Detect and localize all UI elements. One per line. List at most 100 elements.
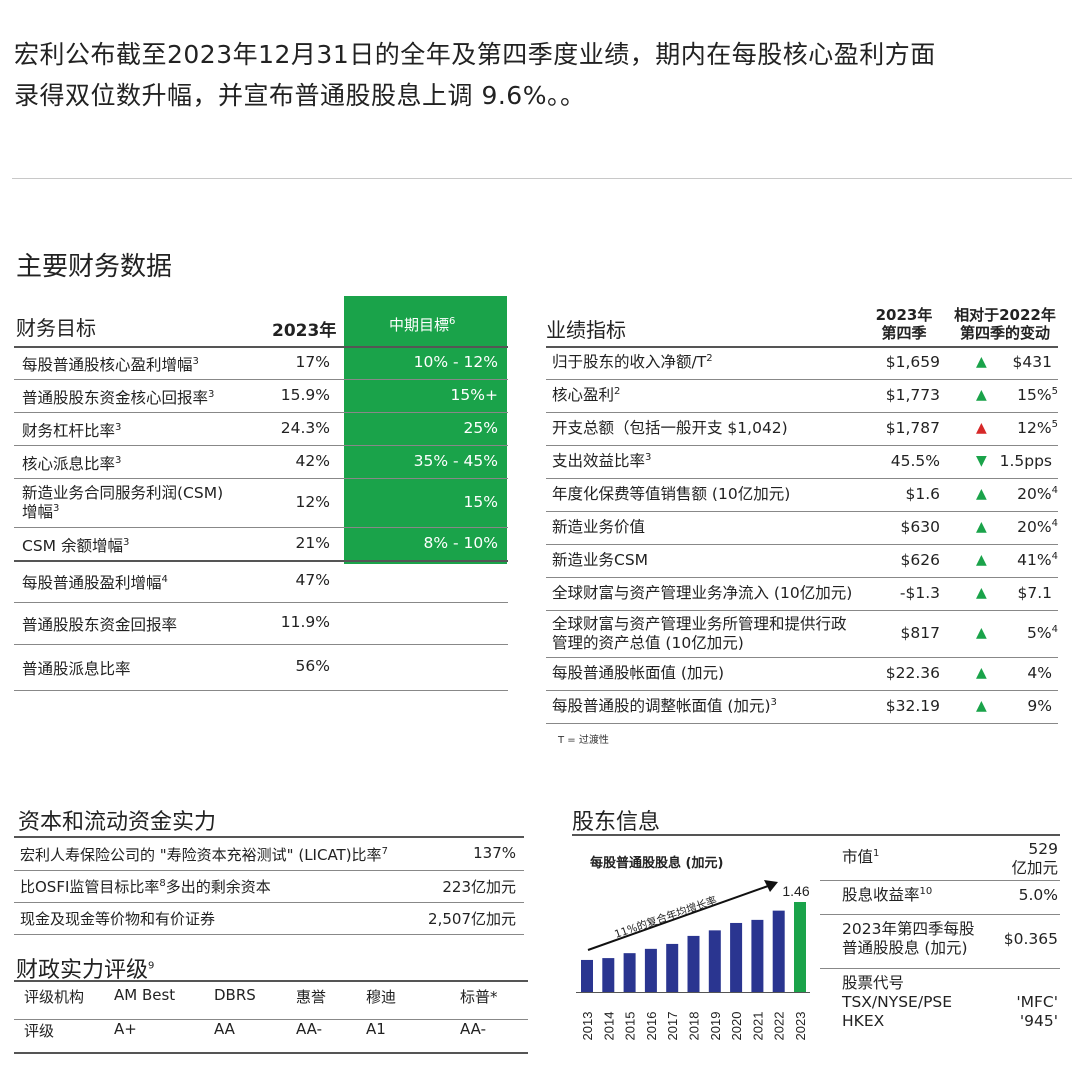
performance-row: 新造业务CSM $626 ▲ 41%4 bbox=[546, 544, 1058, 578]
x-tick-label: 2022 bbox=[772, 1012, 787, 1041]
target-value: 8% - 10% bbox=[423, 533, 499, 552]
capital-row: 比OSFI监管目标比率8多出的剩余资本 223亿加元 bbox=[14, 870, 524, 903]
chart-bar bbox=[602, 958, 615, 992]
year-value: 12% bbox=[295, 492, 330, 511]
x-tick-label: 2014 bbox=[601, 1012, 616, 1041]
row-label: 新造业务价值 bbox=[552, 517, 646, 536]
quarter-value: -$1.3 bbox=[899, 583, 940, 602]
financial-target-row: 普通股股东资金回报率 11.9% bbox=[14, 602, 508, 645]
arrow-down-icon: ▼ bbox=[976, 452, 987, 469]
performance-row: 全球财富与资产管理业务净流入 (10亿加元) -$1.3 ▲ $7.1 bbox=[546, 577, 1058, 611]
row-label: 核心派息比率3 bbox=[22, 454, 122, 473]
rating-cell: A1 bbox=[366, 1020, 386, 1038]
row-label: 归于股东的收入净额/T2 bbox=[552, 352, 713, 371]
financial-target-row: 每股普通股盈利增幅4 47% bbox=[14, 560, 508, 603]
quarter-value: $626 bbox=[900, 550, 940, 569]
arrow-up-icon: ▲ bbox=[976, 485, 987, 502]
x-tick-label: 2020 bbox=[729, 1012, 744, 1041]
arrow-up-icon: ▲ bbox=[976, 664, 987, 681]
row-label: 每股普通股帐面值 (加元) bbox=[552, 663, 725, 682]
change-value: 15%5 bbox=[1017, 385, 1058, 404]
chart-bar bbox=[581, 959, 593, 992]
target-value: 15%+ bbox=[450, 385, 498, 404]
x-tick-label: 2013 bbox=[580, 1012, 595, 1041]
year-value: 56% bbox=[295, 657, 330, 675]
arrow-up-icon: ▲ bbox=[976, 518, 987, 535]
row-label: 财务杠杆比率3 bbox=[22, 421, 122, 440]
row-label: 股息收益率10 bbox=[842, 885, 933, 904]
financial-target-row: 财务杠杆比率3 24.3% 25% bbox=[14, 412, 508, 446]
cagr-annotation: 11%的复合年均增长率 bbox=[613, 894, 719, 941]
shareholder-value: 'MFC' '945' bbox=[1016, 993, 1058, 1030]
rating-cell: DBRS bbox=[214, 986, 256, 1004]
rating-cell: 评级机构 bbox=[24, 988, 85, 1006]
quarter-value: $630 bbox=[900, 517, 940, 536]
arrow-up-icon: ▲ bbox=[976, 353, 987, 370]
row-label: 宏利人寿保险公司的 "寿险资本充裕测试" (LICAT)比率7 bbox=[20, 846, 388, 864]
target-value: 10% - 12% bbox=[413, 352, 498, 371]
dividend-chart: 2013 2014 2015 2016 2017 2018 2019 2020 2021 2022… bbox=[576, 880, 810, 1041]
chart-bar bbox=[772, 910, 785, 992]
ratings-header: 评级机构 AM Best DBRS 惠誉 穆迪 标普* bbox=[14, 985, 528, 1020]
quarter-value: $1.6 bbox=[905, 484, 940, 503]
chart-bar bbox=[751, 919, 764, 992]
target-column-highlight bbox=[344, 296, 507, 564]
target-value: 35% - 45% bbox=[413, 451, 498, 470]
row-label: 新造业务合同服务利润(CSM) 增幅3 bbox=[22, 483, 224, 521]
performance-row: 归于股东的收入净额/T2 $1,659 ▲ $431 bbox=[546, 346, 1058, 380]
x-tick-label: 2018 bbox=[687, 1012, 702, 1041]
performance-row: 年度化保费等值销售额 (10亿加元) $1.6 ▲ 20%4 bbox=[546, 478, 1058, 512]
shareholder-row: 2023年第四季每股 普通股股息 (加元) $0.365 bbox=[820, 914, 1060, 969]
capital-value: 2,507亿加元 bbox=[428, 910, 516, 928]
performance-row: 每股普通股帐面值 (加元) $22.36 ▲ 4% bbox=[546, 657, 1058, 691]
row-label: 2023年第四季每股 普通股股息 (加元) bbox=[842, 920, 975, 957]
ratings-row: 评级 A+ AA AA- A1 AA- bbox=[14, 1018, 528, 1054]
chart-bar bbox=[794, 902, 806, 992]
rating-cell: AA- bbox=[296, 1020, 323, 1038]
chart-bar bbox=[644, 948, 657, 992]
year-value: 15.9% bbox=[280, 385, 330, 404]
col-target: 中期目標6 bbox=[389, 316, 456, 334]
arrow-up-icon: ▲ bbox=[976, 551, 987, 568]
shareholder-value: 529 亿加元 bbox=[1011, 840, 1058, 877]
row-label: 普通股派息比率 bbox=[22, 660, 131, 678]
x-tick-label: 2021 bbox=[750, 1012, 765, 1041]
change-value: 41%4 bbox=[1017, 550, 1058, 569]
chart-bar bbox=[687, 935, 700, 992]
change-value: 9% bbox=[1027, 696, 1052, 715]
rating-cell: AA bbox=[214, 1020, 235, 1038]
financial-targets-title: 财务目标 bbox=[16, 316, 96, 340]
rating-cell: AA- bbox=[460, 1020, 487, 1038]
change-value: 20%4 bbox=[1017, 484, 1058, 503]
cagr-arrow-line bbox=[587, 885, 769, 951]
row-label: 开支总额（包括一般开支 $1,042) bbox=[552, 418, 788, 437]
performance-title: 业绩指标 bbox=[546, 318, 626, 342]
chart-bar bbox=[730, 922, 743, 992]
row-label: 股票代号 TSX/NYSE/PSE HKEX bbox=[842, 974, 953, 1030]
capital-value: 137% bbox=[473, 844, 516, 862]
main-title: 主要财务数据 bbox=[16, 252, 173, 282]
change-value: 5%4 bbox=[1027, 623, 1058, 642]
capital-row: 现金及现金等价物和有价证券 2,507亿加元 bbox=[14, 902, 524, 935]
year-value: 47% bbox=[295, 571, 330, 589]
change-value: 20%4 bbox=[1017, 517, 1058, 536]
x-tick-label: 2017 bbox=[665, 1012, 680, 1041]
footnote: T = 过渡性 bbox=[558, 735, 609, 746]
row-label: 年度化保费等值销售额 (10亿加元) bbox=[552, 484, 791, 503]
capital-rule bbox=[14, 836, 524, 838]
performance-row: 每股普通股的调整帐面值 (加元)3 $32.19 ▲ 9% bbox=[546, 690, 1058, 724]
row-label: 支出效益比率3 bbox=[552, 451, 652, 470]
row-label: CSM 余额增幅3 bbox=[22, 536, 130, 555]
arrow-head-icon bbox=[764, 880, 778, 892]
capital-row: 宏利人寿保险公司的 "寿险资本充裕测试" (LICAT)比率7 137% bbox=[14, 838, 524, 871]
row-label: 全球财富与资产管理业务净流入 (10亿加元) bbox=[552, 583, 853, 602]
col-quarter: 2023年 第四季 bbox=[875, 306, 933, 342]
intro-line-1: 宏利公布截至2023年12月31日的全年及第四季度业绩，期内在每股核心盈利方面 bbox=[14, 40, 936, 69]
row-label: 市值1 bbox=[842, 847, 880, 866]
value-label: 1.46 bbox=[782, 883, 809, 899]
performance-row: 支出效益比率3 45.5% ▼ 1.5pps bbox=[546, 445, 1058, 479]
arrow-up-icon: ▲ bbox=[976, 419, 987, 436]
row-label: 核心盈利2 bbox=[552, 385, 621, 404]
chart-bar bbox=[623, 953, 636, 992]
shareholder-row: 股票代号 TSX/NYSE/PSE HKEX 'MFC' '945' bbox=[820, 968, 1060, 1048]
